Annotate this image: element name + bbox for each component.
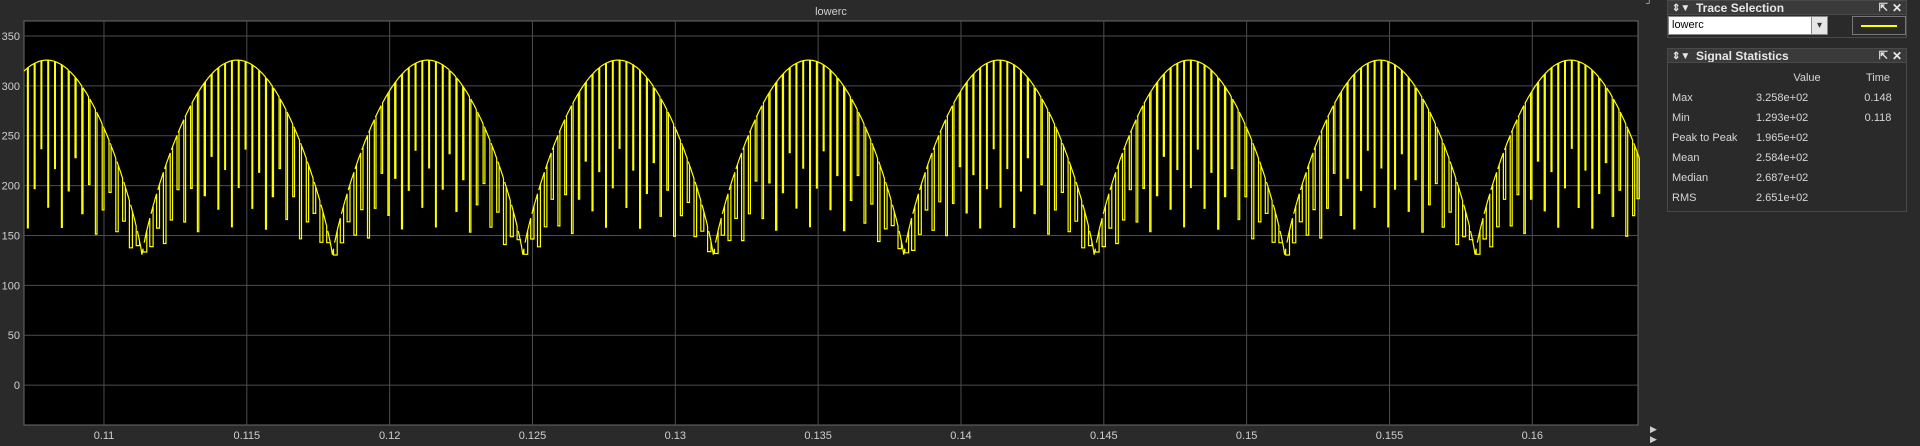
stat-label: Peak to Peak [1672, 132, 1738, 144]
x-tick-label: 0.15 [1236, 430, 1257, 442]
signal-statistics-body [1667, 62, 1907, 212]
x-tick-label: 0.125 [519, 430, 547, 442]
stat-value: 1.293e+02 [1756, 112, 1809, 124]
trace-selection-title: Trace Selection [1696, 1, 1785, 15]
stat-label: Max [1672, 92, 1693, 104]
chevron-down-icon[interactable]: ▾ [1811, 17, 1827, 34]
close-icon[interactable]: ✕ [1891, 49, 1902, 63]
trace-color-swatch[interactable] [1852, 16, 1906, 35]
statistics-row: Mean 2.584e+02 [1672, 148, 1898, 168]
signal-statistics-header: ⇕▼ Signal Statistics ⇱ ✕ [1667, 48, 1907, 63]
stat-time [1858, 128, 1898, 148]
trace-selection-header: ⇕▼ Trace Selection ⇱ ✕ [1667, 0, 1907, 15]
y-tick-label: 250 [2, 131, 20, 143]
expand-arrow-icon[interactable]: ▶ [1650, 424, 1657, 434]
stat-time [1858, 188, 1898, 208]
y-tick-label: 0 [14, 380, 20, 392]
plot-title: lowerc [815, 6, 847, 18]
expand-arrow-icon-2[interactable]: ▶ [1650, 434, 1657, 444]
stat-value: 2.584e+02 [1756, 152, 1809, 164]
x-tick-label: 0.135 [804, 430, 832, 442]
x-tick-label: 0.13 [665, 430, 686, 442]
scope-display: lowerc 0 50 100 150 200 250 300 350 0.11 0.115 0.… [0, 0, 1657, 446]
stat-label: Mean [1672, 152, 1700, 164]
grid-lines [24, 21, 1638, 425]
x-tick-label: 0.12 [379, 430, 400, 442]
header-time: Time [1865, 72, 1891, 84]
undock-icon[interactable]: ⇱ [1878, 2, 1888, 14]
stat-time: 0.148 [1864, 92, 1892, 104]
stat-time [1858, 148, 1898, 168]
stat-label: RMS [1672, 192, 1697, 204]
stat-value: 2.651e+02 [1756, 192, 1809, 204]
statistics-row: Peak to Peak 1.965e+02 [1672, 128, 1898, 148]
x-tick-label: 0.115 [233, 430, 260, 442]
statistics-header-row: Value Time [1672, 68, 1898, 88]
x-tick-label: 0.16 [1522, 430, 1543, 442]
grip-icon[interactable]: ⇕▼ [1672, 3, 1691, 14]
y-axis-ticks: 0 50 100 150 200 250 300 350 [2, 31, 20, 392]
y-tick-label: 50 [8, 330, 20, 342]
signal-statistics-title: Signal Statistics [1696, 49, 1789, 63]
y-tick-label: 300 [2, 81, 20, 93]
stat-value: 1.965e+02 [1756, 132, 1809, 144]
undock-icon[interactable]: ⇱ [1878, 50, 1888, 62]
statistics-table: Value Time Max 3.258e+02 0.148 Min 1.293… [1672, 68, 1898, 208]
x-tick-label: 0.14 [950, 430, 971, 442]
x-tick-label: 0.145 [1090, 430, 1118, 442]
header-label [1672, 68, 1756, 88]
signal-trace-lowerc [23, 59, 1640, 256]
statistics-row: Min 1.293e+02 0.118 [1672, 108, 1898, 128]
y-tick-label: 150 [2, 230, 20, 242]
y-tick-label: 200 [2, 181, 20, 193]
statistics-row: RMS 2.651e+02 [1672, 188, 1898, 208]
stat-time [1858, 168, 1898, 188]
trace-select-value: lowerc [1672, 19, 1704, 31]
statistics-row: Max 3.258e+02 0.148 [1672, 88, 1898, 108]
stat-value: 2.687e+02 [1756, 172, 1809, 184]
x-tick-label: 0.11 [94, 430, 115, 442]
y-tick-label: 100 [2, 280, 20, 292]
statistics-row: Median 2.687e+02 [1672, 168, 1898, 188]
grip-icon[interactable]: ⇕▼ [1672, 51, 1691, 62]
trace-select-dropdown[interactable]: lowerc ▾ [1668, 16, 1828, 35]
stat-time: 0.118 [1864, 112, 1892, 124]
line-style-icon [1861, 25, 1897, 27]
x-axis-ticks: 0.11 0.115 0.12 0.125 0.13 0.135 0.14 0.145 0.15… [94, 430, 1543, 442]
close-icon[interactable]: ✕ [1891, 1, 1902, 15]
stat-label: Min [1672, 112, 1690, 124]
stat-value: 3.258e+02 [1756, 92, 1809, 104]
corner-marker-icon: ┘ [1646, 0, 1653, 8]
header-value: Value [1793, 72, 1821, 84]
x-tick-label: 0.155 [1376, 430, 1404, 442]
stat-label: Median [1672, 172, 1709, 184]
y-tick-label: 350 [2, 31, 20, 43]
